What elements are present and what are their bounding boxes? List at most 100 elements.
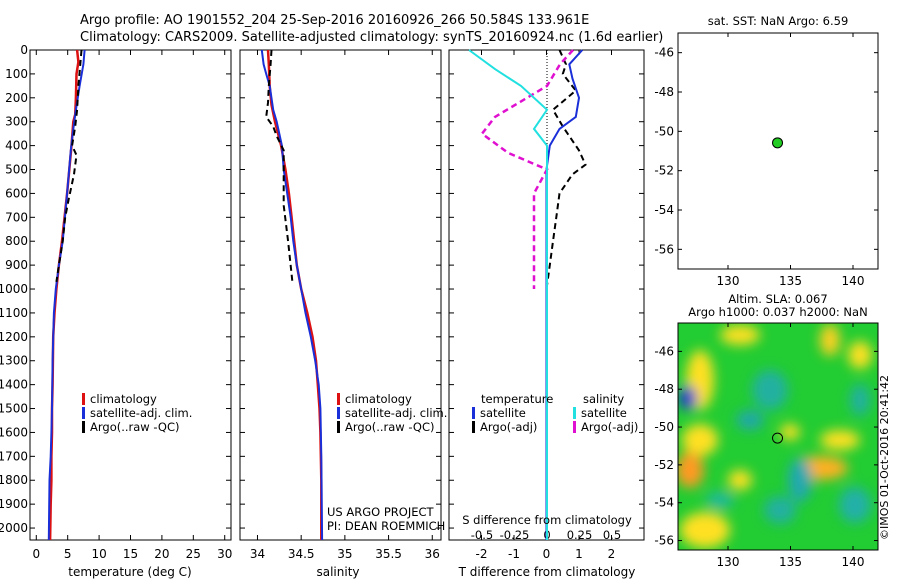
y-tick-label: 1000	[0, 282, 28, 296]
y-tick-label: -52	[654, 164, 674, 178]
y-tick-label: 800	[5, 234, 28, 248]
y-tick-label: -56	[654, 242, 674, 256]
legend-swatch-t-argo	[472, 421, 475, 433]
header-line-2: Climatology: CARS2009. Satellite-adjuste…	[80, 30, 664, 45]
x-tick-label: 140	[842, 274, 865, 288]
y-tick-label: 1700	[0, 449, 28, 463]
legend-argo: Argo(..raw -QC)	[90, 420, 180, 434]
series-line-satellite-adj-clim-	[47, 49, 86, 541]
series-line-argo-adj-	[545, 49, 587, 301]
y-tick-label: 1500	[0, 402, 28, 416]
legend-swatch-climatology	[337, 393, 340, 405]
legend-t-satellite: satellite	[480, 406, 526, 420]
legend-climatology: climatology	[345, 392, 412, 406]
difference-legend: temperature salinity satellite Argo(-adj…	[472, 392, 638, 434]
sst-axes: 130 135 140 -56 -54 -52 -50 -48 -46	[654, 33, 878, 288]
sst-frame	[677, 32, 879, 270]
series-line-climatology	[266, 49, 323, 540]
y-tick-label: 500	[5, 163, 28, 177]
y-tick-label: 1100	[0, 306, 28, 320]
legend-argo: Argo(..raw -QC)	[345, 420, 435, 434]
legend-s-satellite: satellite	[581, 406, 627, 420]
y-tick-label: -48	[654, 85, 674, 99]
legend-t-argo: Argo(-adj)	[480, 420, 537, 434]
argo-position-marker	[772, 137, 784, 149]
y-tick-label: 1600	[0, 425, 28, 439]
salinity-xlabel: salinity	[316, 565, 359, 579]
legend-salinity-title: salinity	[583, 392, 624, 406]
series-line-argo-raw-qc-	[265, 49, 294, 283]
series-line-satellite	[468, 49, 549, 540]
legend-satellite: satellite-adj. clim.	[90, 406, 192, 420]
legend-swatch-t-satellite	[472, 407, 475, 419]
sla-map-panel: Altim. SLA: 0.067 Argo h1000: 0.037 h200…	[654, 292, 879, 569]
salinity-axes: 34 34.5 35 35.5 36	[240, 49, 441, 561]
sst-map-panel: sat. SST: NaN Argo: 6.59 130 135 140 -56 -54…	[654, 14, 879, 288]
difference-series	[468, 49, 587, 540]
y-tick-label: -46	[654, 46, 674, 60]
legend-swatch-argo	[82, 421, 85, 433]
s-tick-label: 0.25	[567, 528, 593, 542]
salinity-series	[260, 49, 324, 541]
legend-temperature-title: temperature	[481, 392, 553, 406]
x-tick-label: 34	[250, 547, 265, 561]
salinity-frame	[239, 49, 442, 541]
x-tick-label: -1	[508, 547, 520, 561]
temperature-frame	[29, 49, 232, 541]
x-tick-label: 0	[543, 547, 551, 561]
s-tick-label: 0.5	[603, 528, 621, 542]
difference-panel: -2 -1 0 1 2-0.5 -0.25 0 0.25 0.5 temperature sal…	[448, 49, 645, 579]
x-tick-label: 135	[779, 555, 802, 569]
temperature-axes: 0 5 10 15 20 25 300100200300400500600700800900…	[0, 43, 232, 561]
y-tick-label: -50	[654, 124, 674, 138]
s-tick-label: -0.25	[500, 528, 530, 542]
legend-satellite: satellite-adj. clim.	[345, 406, 447, 420]
y-tick-label: 1400	[0, 378, 28, 392]
difference-axes: -2 -1 0 1 2-0.5 -0.25 0 0.25 0.5	[449, 49, 644, 561]
x-tick-label: 2	[608, 547, 616, 561]
sla-title: Altim. SLA: 0.067	[728, 292, 827, 306]
salinity-legend: climatology satellite-adj. clim. Argo(..…	[337, 392, 447, 434]
x-tick-label: 35.5	[375, 547, 402, 561]
sla-axes: 130 135 140 -56 -54 -52 -50 -48 -46	[654, 323, 878, 569]
y-tick-label: -54	[654, 203, 674, 217]
y-tick-label: -54	[654, 496, 674, 510]
y-tick-label: 700	[5, 210, 28, 224]
legend-s-argo: Argo(-adj)	[581, 420, 638, 434]
x-tick-label: 30	[217, 547, 232, 561]
y-tick-label: -56	[654, 534, 674, 548]
x-tick-label: 5	[64, 547, 72, 561]
pi-label: PI: DEAN ROEMMICH	[327, 519, 445, 533]
series-line-argo-adj-	[480, 49, 574, 289]
y-tick-label: 1800	[0, 473, 28, 487]
x-tick-label: -2	[476, 547, 488, 561]
x-tick-label: 1	[575, 547, 583, 561]
salinity-panel: 34 34.5 35 35.5 36 salinity climatology sate…	[239, 49, 447, 579]
legend-swatch-argo	[337, 421, 340, 433]
x-tick-label: 34.5	[288, 547, 315, 561]
legend-swatch-s-argo	[573, 421, 576, 433]
s-tick-label: -0.5	[471, 528, 493, 542]
credit-label: ©IMOS 01-Oct-2016 20:41:42	[878, 374, 891, 540]
sla-frame	[677, 322, 879, 551]
y-tick-label: 600	[5, 186, 28, 200]
y-tick-label: 400	[5, 139, 28, 153]
y-tick-label: 1900	[0, 497, 28, 511]
sla-heatmap	[678, 323, 878, 550]
y-tick-label: 200	[5, 91, 28, 105]
y-tick-label: 300	[5, 115, 28, 129]
y-tick-label: 1200	[0, 330, 28, 344]
project-label: US ARGO PROJECT	[327, 505, 435, 519]
x-tick-label: 35	[337, 547, 352, 561]
sla-subtitle: Argo h1000: 0.037 h2000: NaN	[688, 305, 867, 319]
x-tick-label: 20	[154, 547, 169, 561]
y-tick-label: 2000	[0, 521, 28, 535]
temperature-xlabel: temperature (deg C)	[68, 565, 191, 579]
sst-title: sat. SST: NaN Argo: 6.59	[708, 14, 849, 28]
header-line-1: Argo profile: AO 1901552_204 25-Sep-2016…	[80, 13, 590, 28]
temperature-panel: 0 5 10 15 20 25 300100200300400500600700800900…	[0, 43, 232, 579]
y-tick-label: 100	[5, 67, 28, 81]
x-tick-label: 130	[717, 274, 740, 288]
y-tick-label: 1300	[0, 354, 28, 368]
